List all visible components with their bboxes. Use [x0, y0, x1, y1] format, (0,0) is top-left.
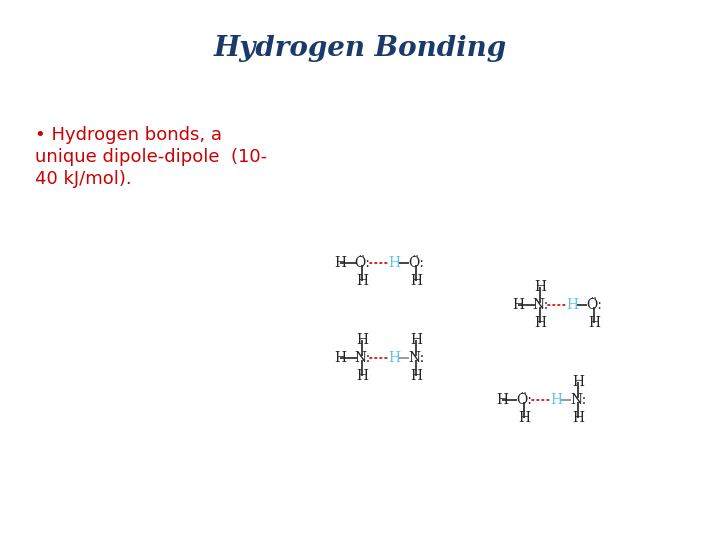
Text: H: H: [572, 375, 584, 389]
Text: H: H: [534, 316, 546, 330]
Text: H: H: [550, 393, 562, 407]
Text: H: H: [588, 316, 600, 330]
Text: Hydrogen Bonding: Hydrogen Bonding: [213, 35, 507, 62]
Text: H: H: [566, 298, 578, 312]
Text: N:: N:: [354, 351, 370, 365]
Text: N:: N:: [570, 393, 586, 407]
Text: H: H: [356, 369, 368, 383]
Text: H: H: [410, 333, 422, 347]
Text: H: H: [518, 411, 530, 425]
Text: H: H: [572, 411, 584, 425]
Text: H: H: [388, 256, 400, 270]
Text: H: H: [334, 351, 346, 365]
Text: Ö:: Ö:: [354, 256, 370, 270]
Text: H: H: [410, 369, 422, 383]
Text: H: H: [388, 351, 400, 365]
Text: H: H: [356, 333, 368, 347]
Text: unique dipole-dipole  (10-: unique dipole-dipole (10-: [35, 148, 267, 166]
Text: Ö:: Ö:: [408, 256, 424, 270]
Text: H: H: [512, 298, 524, 312]
Text: H: H: [534, 280, 546, 294]
Text: N:: N:: [532, 298, 548, 312]
Text: • Hydrogen bonds, a: • Hydrogen bonds, a: [35, 126, 222, 144]
Text: Ö:: Ö:: [586, 298, 602, 312]
Text: 40 kJ/mol).: 40 kJ/mol).: [35, 170, 132, 188]
Text: H: H: [496, 393, 508, 407]
Text: H: H: [410, 274, 422, 288]
Text: Ö:: Ö:: [516, 393, 532, 407]
Text: H: H: [334, 256, 346, 270]
Text: N:: N:: [408, 351, 424, 365]
Text: H: H: [356, 274, 368, 288]
